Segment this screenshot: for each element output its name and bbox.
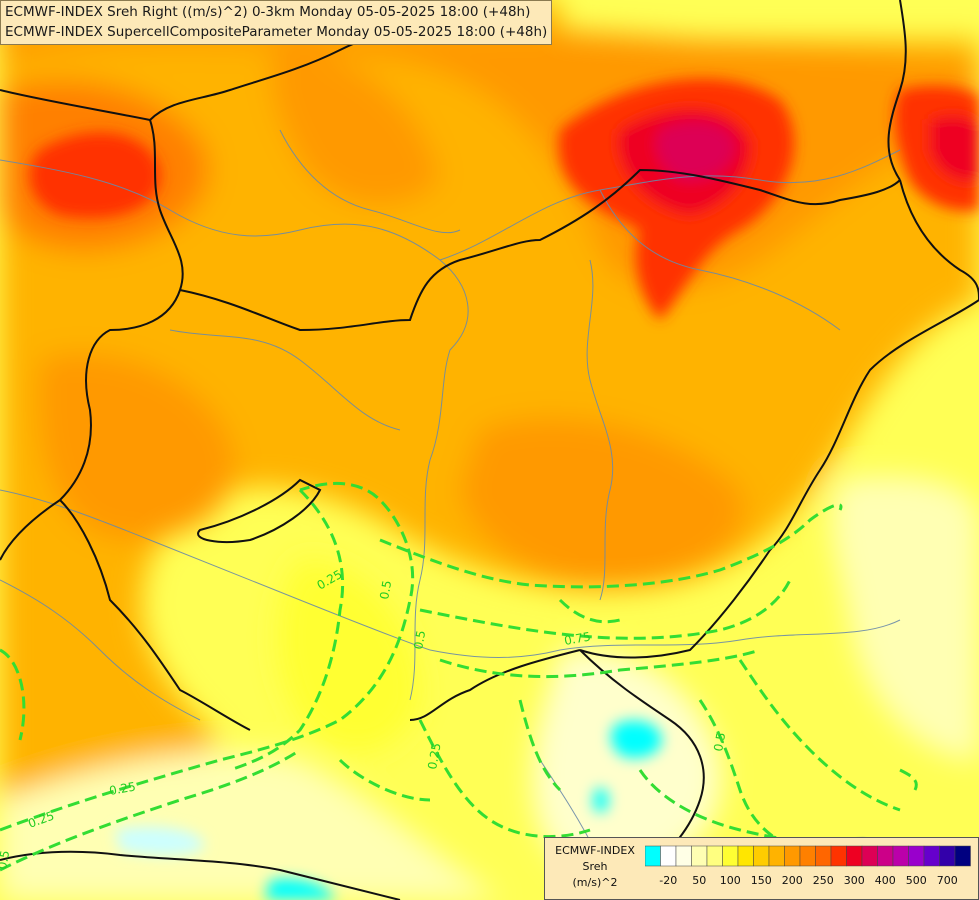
legend-swatch	[784, 845, 801, 867]
legend-swatch	[753, 845, 770, 867]
contour-label: 0.75	[563, 630, 592, 648]
legend-tick-label: 400	[875, 874, 896, 887]
legend-swatch	[954, 845, 971, 867]
contour-label: 0.5	[0, 849, 12, 870]
legend-swatch	[737, 845, 754, 867]
contour-label: 0.25	[108, 780, 137, 798]
legend-tick-label: 500	[906, 874, 927, 887]
legend-unit: (m/s)^2	[572, 876, 618, 889]
legend-title: ECMWF-INDEX	[555, 844, 635, 857]
contour-label: 0.5	[711, 731, 728, 752]
color-legend: ECMWF-INDEX Sreh (m/s)^2 -20 50 100 150 200 2…	[544, 837, 979, 900]
map-title-box: ECMWF-INDEX Sreh Right ((m/s)^2) 0-3km M…	[0, 0, 553, 45]
legend-swatch	[722, 845, 739, 867]
legend-variable: Sreh	[582, 860, 608, 873]
legend-swatch	[645, 845, 661, 867]
legend-swatch	[877, 845, 894, 867]
legend-swatch	[675, 845, 692, 867]
legend-swatch	[846, 845, 863, 867]
legend-tick-label: 200	[782, 874, 803, 887]
scp-contours	[0, 481, 918, 872]
legend-labels: ECMWF-INDEX Sreh (m/s)^2	[545, 843, 645, 891]
legend-swatch	[830, 845, 847, 867]
legend-tick-label: 300	[844, 874, 865, 887]
legend-swatch	[923, 845, 940, 867]
legend-tick-label: 100	[720, 874, 741, 887]
legend-swatch	[892, 845, 909, 867]
legend-colorbar: -20 50 100 150 200 250 300 400 500 700	[645, 845, 971, 887]
contour-label: 0.5	[411, 629, 428, 650]
legend-swatch	[706, 845, 723, 867]
title-line-2: ECMWF-INDEX SupercellCompositeParameter …	[5, 24, 548, 40]
legend-swatch	[939, 845, 956, 867]
title-line-1: ECMWF-INDEX Sreh Right ((m/s)^2) 0-3km M…	[5, 4, 531, 20]
legend-tick-label: 250	[813, 874, 834, 887]
sreh-maxima	[29, 78, 979, 900]
legend-swatch	[861, 845, 878, 867]
legend-tick-label: 150	[751, 874, 772, 887]
legend-tick-label: 50	[692, 874, 706, 887]
legend-swatch	[660, 845, 677, 867]
legend-swatch	[908, 845, 925, 867]
legend-swatch	[691, 845, 708, 867]
contour-label: 0.25	[425, 742, 443, 771]
contour-label: 0.5	[377, 579, 394, 600]
legend-tick-label: -20	[659, 874, 677, 887]
legend-tick-label: 700	[937, 874, 958, 887]
legend-swatch	[768, 845, 785, 867]
legend-swatch	[815, 845, 832, 867]
legend-swatch	[799, 845, 816, 867]
